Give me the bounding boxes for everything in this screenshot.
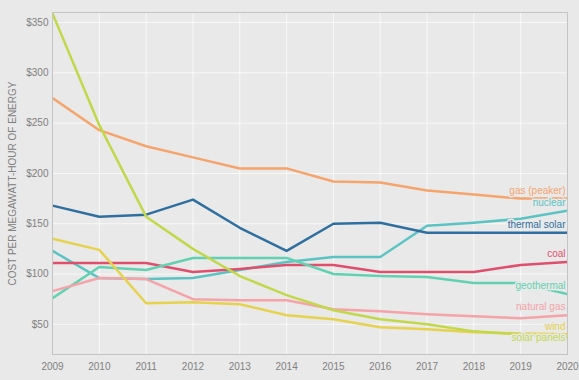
svg-text:$50: $50 (32, 319, 49, 330)
svg-text:2010: 2010 (88, 361, 111, 372)
svg-text:$150: $150 (26, 218, 49, 229)
svg-text:2011: 2011 (135, 361, 157, 372)
svg-text:COST PER MEGAWATT-HOUR OF ENER: COST PER MEGAWATT-HOUR OF ENERGY (7, 81, 18, 285)
svg-text:2015: 2015 (322, 361, 345, 372)
svg-text:2013: 2013 (229, 361, 252, 372)
svg-text:$100: $100 (26, 268, 49, 279)
svg-text:geothermal: geothermal (515, 280, 565, 291)
svg-text:2014: 2014 (275, 361, 298, 372)
svg-text:2020: 2020 (556, 361, 579, 372)
svg-text:$200: $200 (26, 168, 49, 179)
svg-text:$350: $350 (26, 17, 49, 28)
svg-text:2012: 2012 (182, 361, 205, 372)
svg-text:natural gas: natural gas (516, 301, 565, 312)
svg-text:$300: $300 (26, 67, 49, 78)
svg-text:solar panels: solar panels (512, 332, 566, 343)
svg-text:gas (peaker): gas (peaker) (509, 185, 565, 196)
svg-text:$250: $250 (26, 117, 49, 128)
svg-text:nuclear: nuclear (533, 197, 566, 208)
svg-text:thermal solar: thermal solar (508, 219, 566, 230)
svg-text:coal: coal (547, 248, 565, 259)
svg-text:2018: 2018 (463, 361, 486, 372)
svg-text:wind: wind (544, 321, 566, 332)
svg-text:2017: 2017 (416, 361, 439, 372)
svg-text:2009: 2009 (41, 361, 64, 372)
svg-text:2016: 2016 (369, 361, 392, 372)
svg-text:2019: 2019 (510, 361, 533, 372)
